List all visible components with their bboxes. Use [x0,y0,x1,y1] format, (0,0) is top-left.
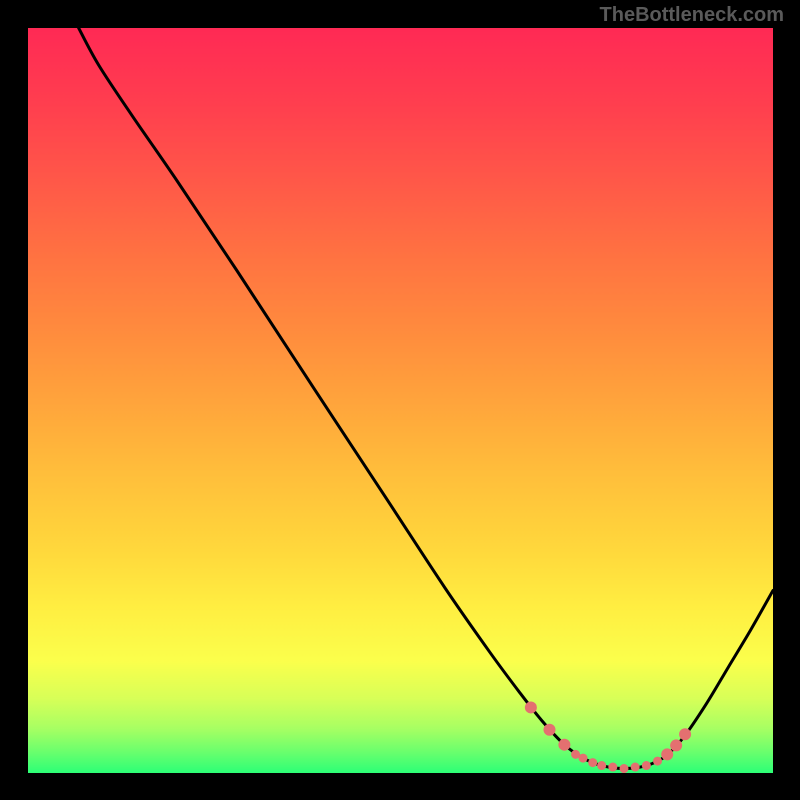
data-marker [670,739,682,751]
data-marker [642,761,651,770]
data-marker [653,757,662,766]
data-marker [608,763,617,772]
data-marker [579,754,588,763]
data-marker [597,761,606,770]
data-marker [558,739,570,751]
data-marker [525,701,537,713]
data-marker [631,763,640,772]
main-curve [79,28,773,769]
data-marker [679,728,691,740]
data-marker [588,758,597,767]
curve-overlay [28,28,773,773]
data-marker [661,748,673,760]
data-marker [620,764,629,773]
watermark-text: TheBottleneck.com [600,4,784,27]
data-marker [544,724,556,736]
plot-area [28,28,773,773]
chart-container: TheBottleneck.com [0,0,800,800]
